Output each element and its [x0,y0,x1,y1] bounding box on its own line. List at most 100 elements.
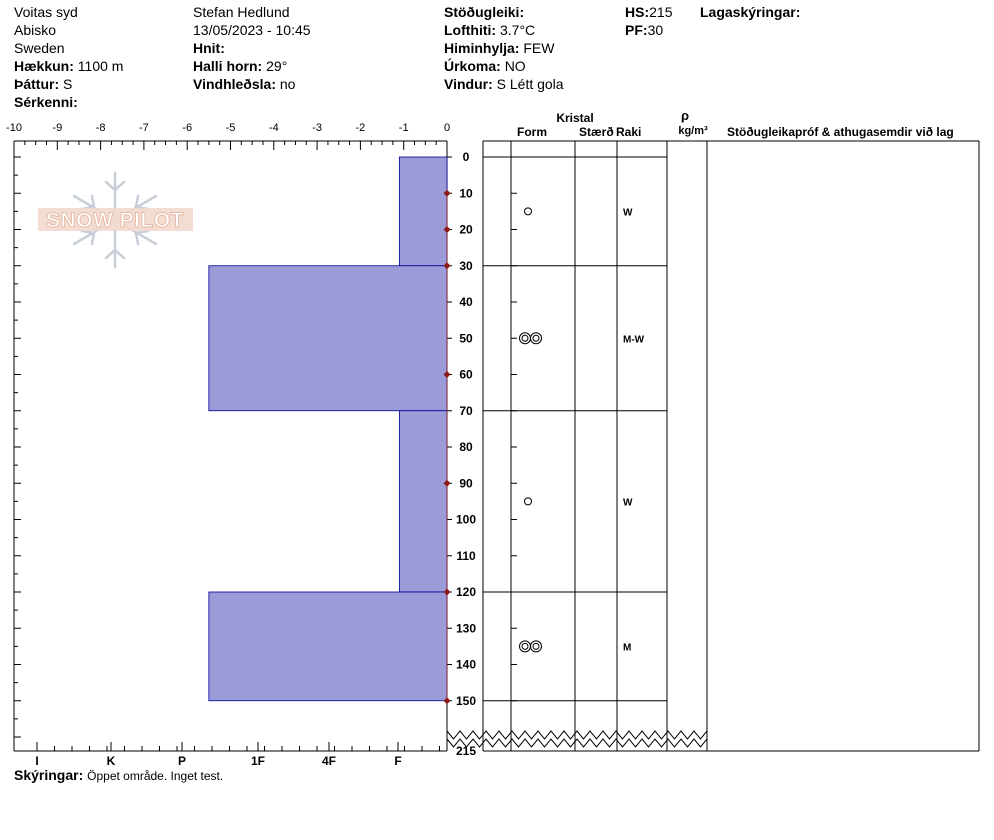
temp-tick-label: -8 [96,122,106,134]
precip-label: Úrkoma: [444,58,501,74]
slope-value: 29° [266,58,288,74]
precip-value: NO [504,58,526,74]
depth-tick-label: 80 [459,440,473,454]
temp-tick-label: -4 [269,122,279,134]
depth-tick-label: 90 [459,476,473,490]
depth-tick-label: 140 [456,658,476,672]
temp-tick-label: -9 [52,122,62,134]
moisture-header: Raki [616,125,641,139]
density-symbol: ρ [681,108,689,123]
snow-pilot-logo: SNOW PILOT [38,171,193,269]
depth-tick-label: 120 [456,585,476,599]
hs-row: HS:215 [625,3,672,21]
melt-form-icon [519,640,531,653]
melt-form-icon [519,332,531,345]
depth-tick-label: 100 [456,513,476,527]
hardness-bar-2 [398,410,448,593]
hardness-tick-label: I [35,754,38,768]
temperature-point [443,371,451,378]
pf-label: PF: [625,22,648,38]
specifics-row: Sérkenni: [14,93,78,111]
depth-tick-label: 40 [459,295,473,309]
hardness-axis: I K P 1F 4F F [35,742,440,768]
temp-tick-label: 0 [444,122,450,134]
temperature-point [443,697,451,705]
notes-row: Skýringar: Öppet område. Inget test. [14,766,223,785]
observation-datetime: 13/05/2023 - 10:45 [193,22,311,38]
wind-loading-value: no [279,76,296,92]
sky-label: Himinhylja: [444,40,520,56]
logo-text: SNOW PILOT [46,209,184,232]
depth-tick-label: 70 [459,404,473,418]
temp-axis: -10 -9 -8 -7 -6 -5 -4 -3 -2 -1 0 [6,122,450,150]
size-header: Stærð [579,125,614,139]
rounded-grain-icon [524,207,532,216]
melt-form-icon [530,640,542,653]
temp-tick-label: -7 [139,122,149,134]
moisture-value: W [623,497,633,508]
layer-notes-label: Lagaskýringar: [700,4,801,20]
aspect-row: Þáttur: S [14,75,72,93]
hardness-bar-3 [208,591,448,702]
depth-tick-label: 30 [459,259,473,273]
notes-value: Öppet område. Inget test. [87,769,224,783]
depth-tick-label: 10 [459,186,473,200]
depth-tick-label: 20 [459,223,473,237]
density-unit: kg/m³ [678,125,708,137]
depth-tick-label: 130 [456,621,476,635]
sky-row: Himinhylja: FEW [444,39,554,57]
moisture-value: W [623,207,633,218]
slope-row: Halli horn: 29° [193,57,287,75]
temperature-point [443,479,451,487]
air-temp-label: Lofthiti: [444,22,497,38]
hs-value: 215 [649,4,673,20]
melt-form-icon [532,334,540,342]
wind-row: Vindur: S Létt gola [444,75,564,93]
aspect-value: S [63,76,73,92]
temp-tick-label: -10 [6,122,22,134]
layer-notes-row: Lagaskýringar: [700,3,800,21]
depth-tick-label: 150 [456,694,476,708]
pf-row: PF:30 [625,21,663,39]
hardness-bar-1 [208,265,448,412]
hardness-tick-label: P [178,754,186,768]
hardness-tick-label: K [107,754,116,768]
layer-rows: W M-W W M [483,156,667,702]
left-depth-ticks [14,156,21,738]
wind-label: Vindur: [444,76,493,92]
notes-label: Skýringar: [14,767,84,783]
pf-value: 30 [647,22,664,38]
depth-axis: 0 10 20 30 40 50 60 70 80 90 100 110 120 130 140 150 215 [447,150,517,758]
coords-row: Hnit: [193,39,225,57]
elevation-label: Hækkun: [14,58,74,74]
zigzag-line [446,738,708,748]
aspect-label: Þáttur: [14,76,60,92]
form-header: Form [517,125,547,139]
observer-name: Stefan Hedlund [193,4,290,20]
temperature-point [443,189,451,197]
air-temp-row: Lofthiti: 3.7°C [444,21,535,39]
hardness-tick-label: 4F [322,754,336,768]
elevation-row: Hækkun: 1100 m [14,57,123,75]
coords-label: Hnit: [193,40,225,56]
specifics-label: Sérkenni: [14,94,78,110]
depth-break-zigzag [446,730,708,748]
air-temp-value: 3.7°C [499,22,536,38]
stability-row: Stöðugleiki: [444,3,524,21]
depth-tick-label: 110 [456,549,476,563]
temperature-point [443,226,451,233]
depth-tick-label: 0 [463,150,470,164]
moisture-value: M [623,642,631,653]
hardness-tick-label: 1F [251,754,265,768]
hs-label: HS: [625,4,650,20]
temp-tick-label: -6 [182,122,192,134]
elevation-value: 1100 m [77,58,124,74]
temperature-point [443,262,451,270]
depth-bottom-label: 215 [456,744,476,758]
hardness-bar-0 [398,156,448,267]
melt-form-icon [532,642,540,650]
temp-tick-label: -1 [399,122,409,134]
wind-value: S Létt gola [496,76,564,92]
depth-tick-label: 60 [459,368,473,382]
